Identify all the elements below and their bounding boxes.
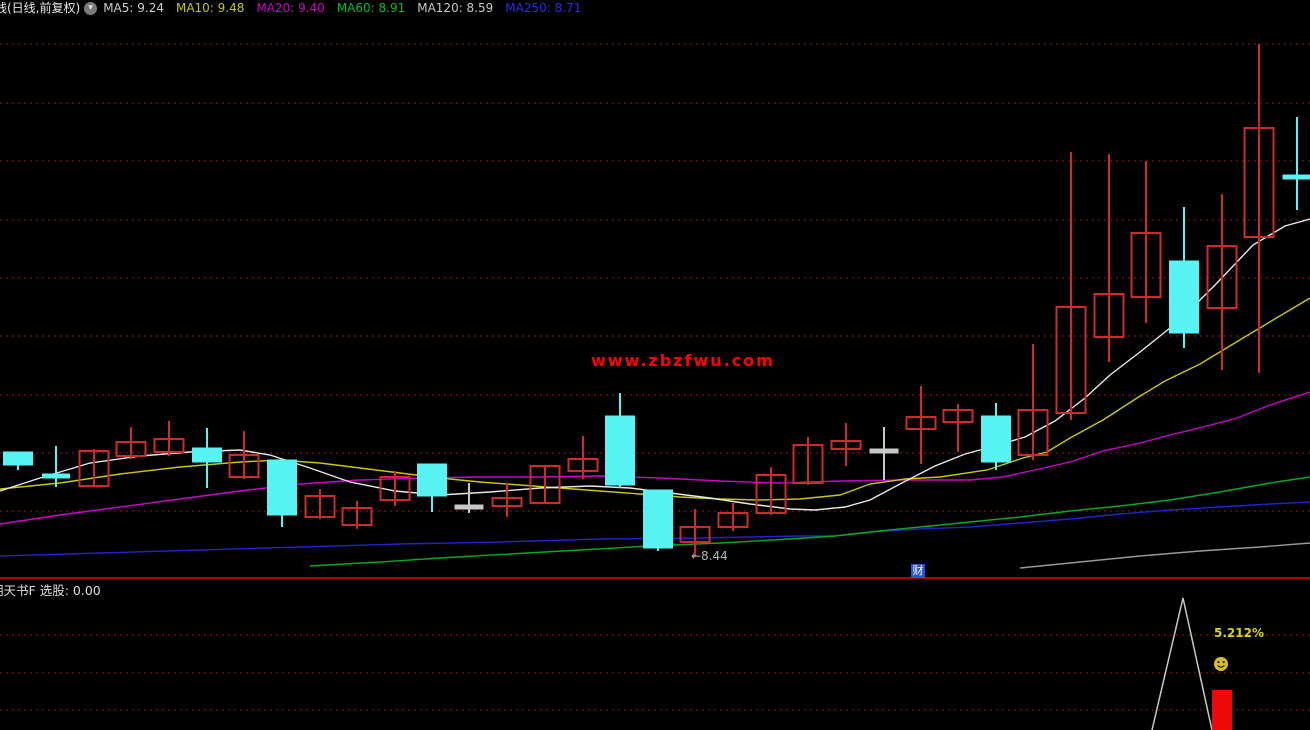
smiley-eye [1217,660,1220,664]
candle-body-up [567,458,599,472]
candle-body-up [153,438,185,453]
ma-legend-item: MA5: 9.24 [103,1,164,15]
candle-body-up [115,441,147,457]
candle-body-up [341,507,373,526]
ma-legend-item: MA10: 9.48 [175,1,245,15]
candle-body-up [228,454,260,478]
candle-body-down [3,451,33,466]
candle-body-down [267,459,297,516]
signal-spike [1151,597,1213,730]
chevron-down-icon[interactable]: ▾ [84,1,98,15]
candle-body-up [1206,245,1238,309]
period-title: (日线,前复权) [7,1,81,15]
ma-legend-items: MA5: 9.24 MA10: 9.48 MA20: 9.40 MA60: 8.91 M… [103,0,593,16]
candle-body-up [1130,232,1162,298]
smiley-eye [1222,660,1225,664]
ma20-line [0,391,1310,525]
candle-body-down [1282,174,1310,180]
candle-body-up [792,444,824,484]
candle-body-up [1055,306,1087,414]
candle-body-up [304,495,336,518]
candle-body-down [869,448,899,454]
candle-body-up [78,450,110,487]
candle-body-up [717,512,749,528]
candle-body-up [830,440,862,450]
price-low-annotation: ←8.44 [691,549,728,563]
candle-body-down [454,504,484,510]
finance-news-badge[interactable]: 财 [911,564,925,578]
ma-legend-item: MA120: 8.59 [417,1,494,15]
percent-label: 5.212% [1214,626,1264,640]
candle-body-up [491,497,523,507]
indicator-name: 明天书F [0,583,36,598]
ma60-line [309,476,1310,567]
candle-body-down [42,473,70,479]
ma120-line [1019,542,1310,569]
candle-body-down [192,447,222,463]
candle-body-down [981,415,1011,463]
candle-body-down [605,415,635,486]
watermark: www.zbzfwu.com [591,351,775,370]
candle-body-up [379,476,411,501]
ma10-line [0,297,1310,501]
signal-bar [1212,690,1232,730]
indicator-header: 明天书F 选股: 0.00 [0,580,101,599]
candle-body-up [1017,409,1049,456]
candle-body-up [942,409,974,423]
smiley-icon [1214,657,1228,671]
clipped-stock-name: 线 [0,1,7,15]
candle-body-up [1093,293,1125,338]
candle-body-up [1243,127,1275,238]
candle-body-up [679,526,711,543]
candle-body-up [905,416,937,430]
candle-body-down [1169,260,1199,334]
ma-legend-item: MA250: 8.71 [505,1,582,15]
indicator-field-label: 选股: [39,583,69,598]
candle-body-down [417,463,447,497]
panel-separator [0,577,1310,579]
ma-legend-bar: 线 (日线,前复权) ▾ MA5: 9.24 MA10: 9.48 MA20: 9.… [0,0,1310,16]
candle-body-down [643,489,673,549]
smiley-mouth [1217,665,1225,668]
ma-legend-item: MA60: 8.91 [336,1,406,15]
indicator-field-value: 0.00 [72,583,101,598]
candle-body-up [529,465,561,504]
candle-body-up [755,474,787,514]
ma-legend-item: MA20: 9.40 [256,1,325,15]
